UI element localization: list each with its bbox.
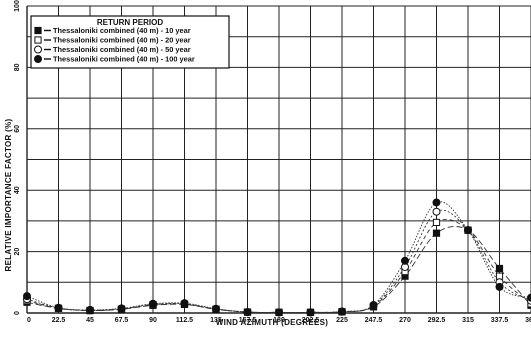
x-tick-label: 180 (273, 317, 285, 324)
data-point (117, 304, 126, 313)
data-point (432, 198, 441, 207)
data-point (86, 305, 94, 314)
y-tick-label: 0 (14, 311, 21, 315)
legend-box (30, 15, 230, 69)
legend: RETURN PERIOD Thessaloniki combined (40 … (30, 15, 230, 69)
x-tick-label: 67.5 (115, 317, 129, 324)
legend-label: Thessaloniki combined (40 m) - 100 year (53, 55, 195, 64)
data-point (432, 207, 441, 216)
data-point (369, 301, 378, 310)
series-markers (23, 198, 531, 317)
data-point (432, 218, 441, 227)
data-point (23, 292, 31, 301)
data-point (180, 299, 189, 308)
data-point (495, 264, 504, 273)
legend-marker (34, 36, 42, 44)
x-tick-label: 0 (27, 317, 31, 324)
x-tick-label: 337.5 (491, 317, 509, 324)
x-tick-label: 135 (210, 317, 222, 324)
y-tick-label: 80 (14, 63, 21, 71)
data-point (243, 308, 252, 317)
x-tick-label: 270 (399, 317, 411, 324)
data-point (54, 303, 63, 312)
y-tick-label: 60 (14, 125, 21, 133)
legend-label: Thessaloniki combined (40 m) - 20 year (53, 36, 191, 45)
legend-title: RETURN PERIOD (97, 18, 163, 27)
legend-marker (34, 26, 42, 35)
data-point (212, 304, 220, 313)
x-axis-title: WIND AZIMUTH (DEGREES) (216, 318, 329, 327)
data-point (432, 229, 441, 237)
x-tick-label: 157.5 (239, 317, 257, 324)
data-point (275, 308, 283, 317)
legend-marker (34, 45, 42, 54)
x-tick-label: 360 (525, 317, 531, 324)
data-point (495, 282, 504, 291)
legend-items: Thessaloniki combined (40 m) - 10 yearTh… (34, 26, 195, 64)
x-tick-label: 45 (86, 317, 94, 324)
data-point (149, 299, 157, 308)
x-tick-label: 225 (336, 317, 348, 324)
tick-labels: 0 22.5 45 67.5 90 112.5 135 157.5 180 202.5 225 247… (14, 0, 531, 324)
x-tick-label: 90 (149, 317, 157, 324)
x-tick-label: 202.5 (302, 317, 320, 324)
data-point (464, 226, 472, 235)
legend-marker (34, 55, 42, 63)
x-tick-label: 292.5 (428, 317, 446, 324)
legend-label: Thessaloniki combined (40 m) - 50 year (53, 45, 191, 54)
data-point (338, 307, 346, 316)
y-axis-title: RELATIVE IMPORTANCE FACTOR (%) (4, 118, 13, 271)
y-tick-label: 40 (14, 186, 21, 194)
legend-label: Thessaloniki combined (40 m) - 10 year (53, 26, 191, 35)
x-tick-label: 247.5 (365, 317, 383, 324)
x-tick-label: 22.5 (52, 317, 66, 324)
data-point (306, 308, 315, 317)
data-point (527, 293, 531, 302)
y-tick-label: 100 (14, 0, 21, 12)
x-tick-label: 112.5 (176, 317, 193, 324)
data-point (401, 256, 409, 265)
y-tick-label: 20 (14, 248, 21, 256)
x-tick-label: 315 (462, 317, 474, 324)
series-line (26, 209, 531, 313)
